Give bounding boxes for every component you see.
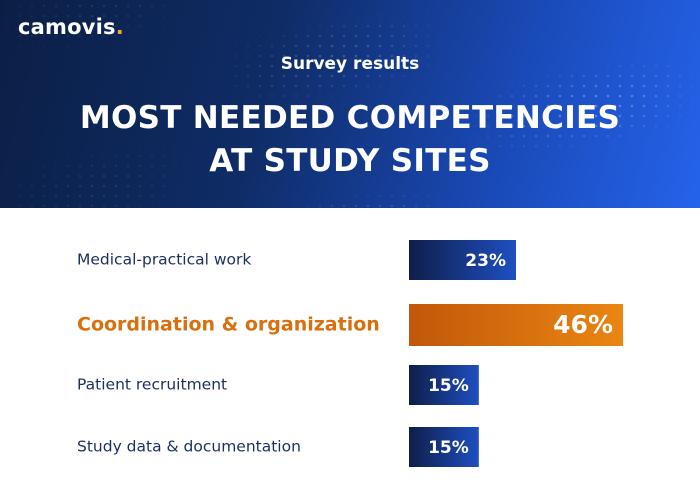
category-label: Medical-practical work [77, 251, 251, 269]
bar [409, 304, 623, 346]
dot-pattern-decoration [30, 4, 682, 208]
bar [409, 240, 516, 280]
bar [409, 427, 479, 467]
brand-dot: . [115, 15, 124, 39]
value-label: 23% [465, 251, 506, 271]
bar-chart: Medical-practical work 23% Coordination & … [77, 240, 623, 467]
value-label: 15% [428, 376, 469, 396]
chart-title-line-1: MOST NEEDED COMPETENCIES [79, 100, 621, 136]
value-label: 46% [553, 310, 613, 339]
brand-name: camovis [18, 15, 116, 39]
category-label: Study data & documentation [77, 438, 301, 456]
category-label: Coordination & organization [77, 314, 380, 336]
category-label: Patient recruitment [77, 376, 227, 394]
chart-subtitle: Survey results [280, 54, 420, 74]
chart-title-line-2: AT STUDY SITES [209, 143, 491, 179]
chart-title: MOST NEEDED COMPETENCIES AT STUDY SITES [0, 97, 700, 183]
header-banner: camovis. Survey results MOST NEEDED COMP… [0, 0, 700, 208]
brand-logo: camovis. [18, 15, 124, 39]
value-label: 15% [428, 438, 469, 458]
bar [409, 365, 479, 405]
